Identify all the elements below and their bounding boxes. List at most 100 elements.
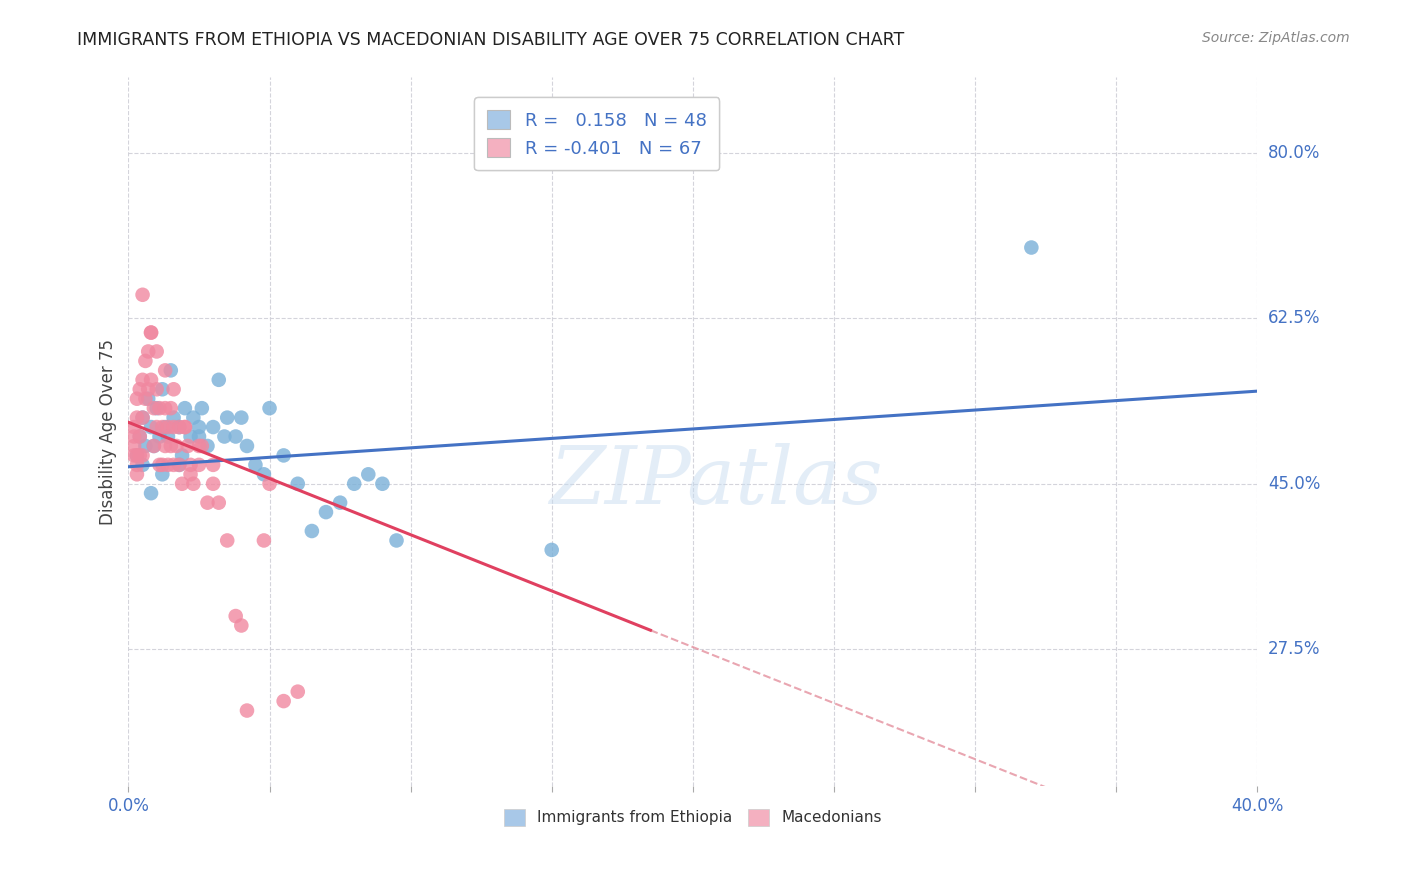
Point [139,486,162,500]
Point [136,382,159,396]
Point [128,449,150,463]
Point [208,373,231,387]
Point [125,458,148,472]
Point [172,476,194,491]
Point [214,429,236,443]
Point [1021,240,1043,254]
Point [540,542,562,557]
Point [188,420,211,434]
Point [253,467,276,482]
Point [148,401,170,416]
Point [131,410,153,425]
Point [188,439,211,453]
Point [180,467,202,482]
Point [167,420,190,434]
Point [125,449,148,463]
Point [150,420,173,434]
Point [131,410,153,425]
Point [188,458,211,472]
Point [131,458,153,472]
Point [180,458,202,472]
Point [315,505,337,519]
Point [162,458,184,472]
Point [259,476,281,491]
Point [156,420,179,434]
Point [139,326,162,340]
Point [183,410,205,425]
Point [197,496,219,510]
Point [385,533,408,548]
Point [174,401,197,416]
Point [217,410,239,425]
Point [172,449,194,463]
Point [231,618,253,632]
Point [145,401,167,416]
Point [128,382,150,396]
Point [134,354,156,368]
Point [177,439,200,453]
Point [208,496,231,510]
Point [131,449,153,463]
Point [150,382,173,396]
Point [125,410,148,425]
Point [174,420,197,434]
Point [167,458,190,472]
Point [167,458,190,472]
Point [183,476,205,491]
Point [225,609,247,624]
Point [125,467,148,482]
Text: 27.5%: 27.5% [1268,640,1320,658]
Text: 62.5%: 62.5% [1268,310,1320,327]
Point [167,420,190,434]
Point [225,429,247,443]
Point [259,401,281,416]
Legend: R =   0.158   N = 48, R = -0.401   N = 67: R = 0.158 N = 48, R = -0.401 N = 67 [474,97,720,170]
Point [273,694,295,708]
Point [188,429,211,443]
Point [139,420,162,434]
Point [191,401,214,416]
Point [153,401,176,416]
Point [180,429,202,443]
Point [236,439,259,453]
Point [287,476,309,491]
Point [125,392,148,406]
Point [131,373,153,387]
Point [122,439,145,453]
Point [329,496,352,510]
Point [148,458,170,472]
Point [253,533,276,548]
Point [197,439,219,453]
Point [371,476,394,491]
Point [245,458,267,472]
Point [145,344,167,359]
Point [153,363,176,377]
Point [273,449,295,463]
Point [142,401,165,416]
Point [145,420,167,434]
Point [343,476,366,491]
Text: IMMIGRANTS FROM ETHIOPIA VS MACEDONIAN DISABILITY AGE OVER 75 CORRELATION CHART: IMMIGRANTS FROM ETHIOPIA VS MACEDONIAN D… [77,31,904,49]
Point [136,344,159,359]
Point [136,392,159,406]
Point [162,382,184,396]
Point [159,363,181,377]
Point [122,420,145,434]
Point [156,458,179,472]
Point [174,420,197,434]
Point [217,533,239,548]
Point [357,467,380,482]
Point [301,524,323,538]
Y-axis label: Disability Age Over 75: Disability Age Over 75 [100,339,117,524]
Point [122,429,145,443]
Point [191,439,214,453]
Point [287,684,309,698]
Text: 45.0%: 45.0% [1268,475,1320,492]
Point [159,439,181,453]
Point [202,476,225,491]
Point [142,439,165,453]
Point [131,287,153,301]
Point [134,392,156,406]
Point [153,439,176,453]
Point [231,410,253,425]
